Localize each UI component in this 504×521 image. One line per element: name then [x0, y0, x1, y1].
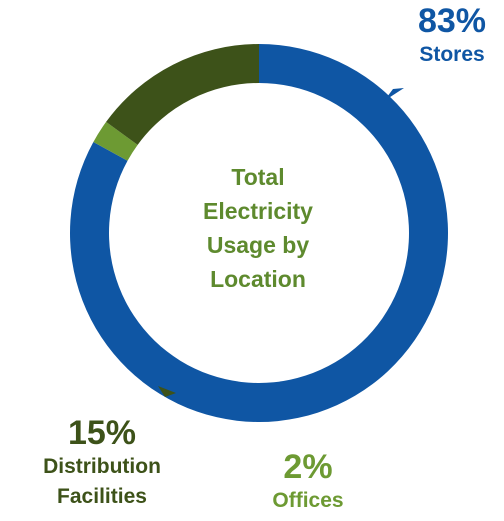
donut-slices [70, 44, 448, 423]
title-line: Total [231, 164, 285, 190]
slice-offices [93, 121, 138, 161]
chart-title: Total Electricity Usage by Location [172, 160, 344, 296]
title-line: Usage by [206, 232, 310, 258]
stores-name: Stores [419, 43, 485, 66]
distribution-percent: 15% [67, 414, 137, 452]
stores-pointer [384, 88, 404, 101]
distribution-pointer [158, 386, 176, 397]
offices-name: Offices [272, 489, 344, 512]
slice-distribution-facilities [106, 44, 259, 145]
distribution-name-line: Facilities [57, 485, 147, 508]
distribution-name-line: Distribution [43, 455, 161, 478]
title-line: Location [210, 266, 306, 292]
offices-label: 2% Offices [248, 448, 368, 516]
title-line: Electricity [203, 198, 313, 224]
offices-percent: 2% [283, 448, 333, 486]
distribution-label: 15% Distribution Facilities [2, 414, 202, 512]
stores-percent: 83% [417, 2, 487, 40]
stores-label: 83% Stores [400, 2, 504, 70]
